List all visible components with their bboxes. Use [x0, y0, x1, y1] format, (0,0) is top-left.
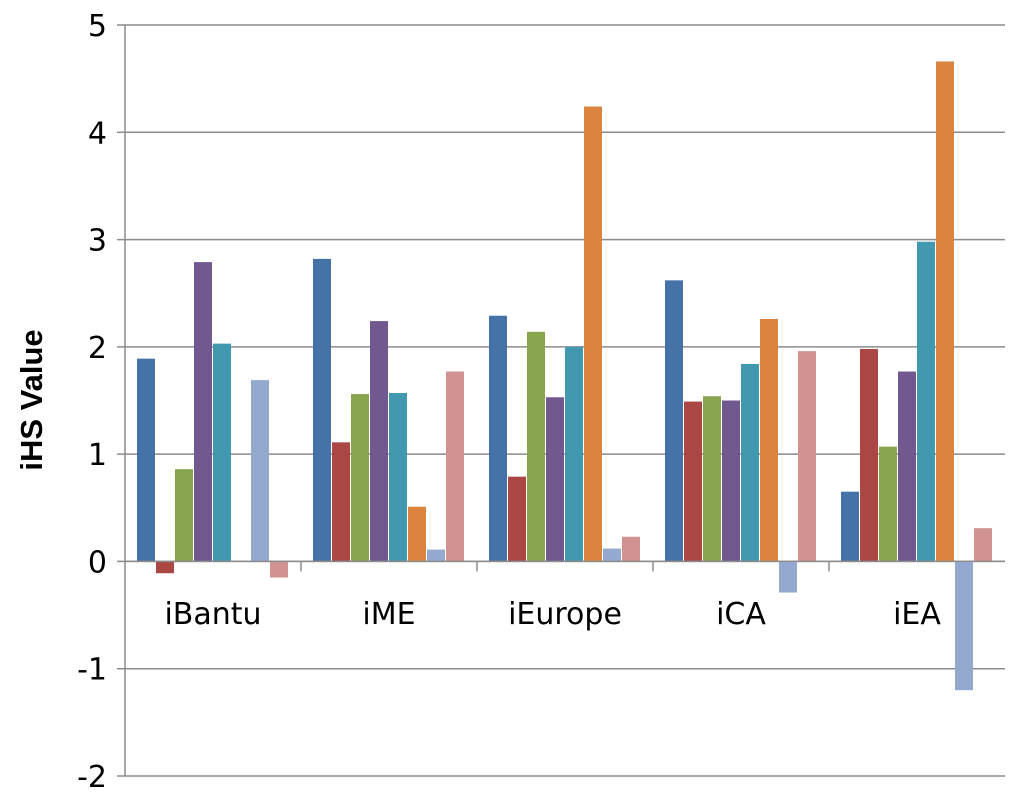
bar-ieurope-s3	[527, 331, 545, 562]
y-tick-label: 4	[88, 116, 107, 151]
bar-ibantu-s1	[137, 358, 155, 562]
axes	[124, 25, 1005, 776]
bar-iea-s5	[917, 241, 935, 562]
bar-ieurope-s7	[603, 548, 621, 562]
bar-iea-s8	[974, 528, 992, 562]
bar-ibantu-s3	[175, 469, 193, 562]
bar-ime-s8	[446, 371, 464, 562]
bar-ieurope-s5	[565, 346, 583, 562]
bar-ieurope-s2	[508, 476, 526, 562]
bar-ime-s5	[389, 392, 407, 562]
bar-ica-s2	[684, 401, 702, 562]
bar-ica-s6	[760, 318, 778, 562]
y-tick-label: 1	[88, 438, 107, 473]
bar-ime-s3	[351, 394, 369, 562]
bar-ime-s6	[408, 506, 426, 562]
bar-ieurope-s6	[584, 106, 602, 562]
category-labels: iBantu iME iEurope iCA iEA	[164, 597, 941, 632]
bar-ibantu-s5	[213, 343, 231, 562]
y-tick-label: 2	[88, 331, 107, 366]
bar-ibantu-s8	[270, 561, 288, 578]
bar-ibantu-s4	[194, 262, 212, 562]
category-label: iEurope	[508, 597, 622, 632]
bar-ime-s2	[332, 442, 350, 562]
bar-ica-s7	[779, 561, 797, 593]
bar-iea-s7	[955, 561, 973, 691]
y-tick-label: -1	[77, 653, 107, 688]
bar-iea-s4	[898, 371, 916, 562]
bar-ime-s7	[427, 549, 445, 562]
category-label: iEA	[893, 597, 941, 632]
bar-ime-s1	[313, 258, 331, 562]
bar-ica-s3	[703, 396, 721, 562]
bar-ibantu-s2	[156, 561, 174, 574]
bar-ieurope-s4	[546, 397, 564, 562]
bar-ica-s1	[665, 280, 683, 562]
bar-ica-s4	[722, 400, 740, 562]
bar-ica-s8	[798, 351, 816, 562]
bar-ieurope-s1	[489, 315, 507, 562]
bar-ime-s4	[370, 321, 388, 562]
y-tick-label: -2	[77, 760, 107, 795]
y-tick-labels: -2 -1 0 1 2 3 4 5	[77, 9, 107, 795]
bar-ieurope-s8	[622, 536, 640, 562]
bar-iea-s1	[841, 491, 859, 562]
bars	[137, 61, 992, 691]
y-tick-label: 0	[88, 545, 107, 580]
bar-iea-s3	[879, 446, 897, 562]
category-label: iCA	[716, 597, 766, 632]
y-tick-label: 5	[88, 9, 107, 44]
category-label: iME	[362, 597, 415, 632]
y-tick-label: 3	[88, 224, 107, 259]
bar-ica-s5	[741, 364, 759, 562]
bar-iea-s6	[936, 61, 954, 562]
category-label: iBantu	[164, 597, 261, 632]
y-axis-title: iHS Value	[14, 329, 49, 470]
bar-iea-s2	[860, 349, 878, 562]
bar-ibantu-s7	[251, 380, 269, 562]
